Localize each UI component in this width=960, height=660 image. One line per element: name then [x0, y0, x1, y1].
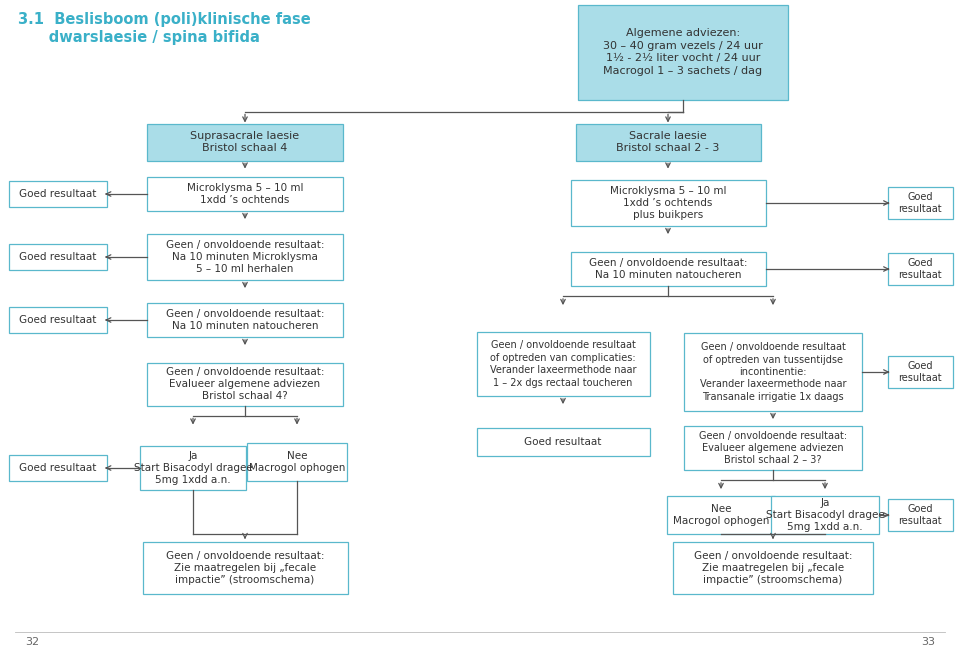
Text: Goed resultaat: Goed resultaat — [19, 252, 97, 262]
FancyBboxPatch shape — [887, 356, 952, 388]
FancyBboxPatch shape — [9, 244, 107, 270]
FancyBboxPatch shape — [887, 499, 952, 531]
Text: Goed
resultaat: Goed resultaat — [899, 504, 942, 526]
FancyBboxPatch shape — [147, 234, 343, 280]
FancyBboxPatch shape — [476, 332, 650, 396]
Text: Geen / onvoldoende resultaat:
Na 10 minuten natoucheren: Geen / onvoldoende resultaat: Na 10 minu… — [166, 309, 324, 331]
FancyBboxPatch shape — [673, 542, 873, 594]
FancyBboxPatch shape — [771, 496, 879, 534]
Text: Geen / onvoldoende resultaat
of optreden van complicaties:
Verander laxeermethod: Geen / onvoldoende resultaat of optreden… — [490, 341, 636, 387]
FancyBboxPatch shape — [247, 443, 347, 481]
Text: Sacrale laesie
Bristol schaal 2 - 3: Sacrale laesie Bristol schaal 2 - 3 — [616, 131, 720, 153]
Text: Suprasacrale laesie
Bristol schaal 4: Suprasacrale laesie Bristol schaal 4 — [190, 131, 300, 153]
Text: Ja
Start Bisacodyl dragee
5mg 1xdd a.n.: Ja Start Bisacodyl dragee 5mg 1xdd a.n. — [133, 451, 252, 485]
Text: Ja
Start Bisacodyl dragee
5mg 1xdd a.n.: Ja Start Bisacodyl dragee 5mg 1xdd a.n. — [766, 498, 884, 533]
Text: Goed
resultaat: Goed resultaat — [899, 192, 942, 214]
Text: Goed resultaat: Goed resultaat — [19, 315, 97, 325]
Text: Geen / onvoldoende resultaat:
Evalueer algemene adviezen
Bristol schaal 4?: Geen / onvoldoende resultaat: Evalueer a… — [166, 366, 324, 401]
FancyBboxPatch shape — [147, 303, 343, 337]
Text: Geen / onvoldoende resultaat:
Zie maatregelen bij „fecale
impactie” (stroomschem: Geen / onvoldoende resultaat: Zie maatre… — [166, 550, 324, 585]
Text: Microklysma 5 – 10 ml
1xdd ’s ochtends
plus buikpers: Microklysma 5 – 10 ml 1xdd ’s ochtends p… — [610, 185, 727, 220]
FancyBboxPatch shape — [140, 446, 246, 490]
FancyBboxPatch shape — [887, 253, 952, 285]
Text: Microklysma 5 – 10 ml
1xdd ’s ochtends: Microklysma 5 – 10 ml 1xdd ’s ochtends — [187, 183, 303, 205]
Text: Goed resultaat: Goed resultaat — [19, 463, 97, 473]
Text: Geen / onvoldoende resultaat:
Na 10 minuten natoucheren: Geen / onvoldoende resultaat: Na 10 minu… — [588, 258, 747, 280]
FancyBboxPatch shape — [578, 5, 788, 100]
FancyBboxPatch shape — [667, 496, 775, 534]
FancyBboxPatch shape — [887, 187, 952, 219]
FancyBboxPatch shape — [9, 307, 107, 333]
FancyBboxPatch shape — [147, 177, 343, 211]
Text: 33: 33 — [921, 637, 935, 647]
FancyBboxPatch shape — [575, 123, 760, 160]
FancyBboxPatch shape — [9, 181, 107, 207]
Text: 3.1  Beslisboom (poli)klinische fase: 3.1 Beslisboom (poli)klinische fase — [18, 12, 311, 27]
Text: Algemene adviezen:
30 – 40 gram vezels / 24 uur
1½ - 2½ liter vocht / 24 uur
Mac: Algemene adviezen: 30 – 40 gram vezels /… — [603, 28, 763, 76]
FancyBboxPatch shape — [570, 180, 765, 226]
Text: Goed
resultaat: Goed resultaat — [899, 361, 942, 383]
FancyBboxPatch shape — [9, 455, 107, 481]
Text: Goed resultaat: Goed resultaat — [19, 189, 97, 199]
Text: Geen / onvoldoende resultaat:
Evalueer algemene adviezen
Bristol schaal 2 – 3?: Geen / onvoldoende resultaat: Evalueer a… — [699, 430, 847, 465]
FancyBboxPatch shape — [142, 542, 348, 594]
FancyBboxPatch shape — [570, 252, 765, 286]
Text: Geen / onvoldoende resultaat:
Na 10 minuten Microklysma
5 – 10 ml herhalen: Geen / onvoldoende resultaat: Na 10 minu… — [166, 240, 324, 275]
Text: Geen / onvoldoende resultaat:
Zie maatregelen bij „fecale
impactie” (stroomschem: Geen / onvoldoende resultaat: Zie maatre… — [694, 550, 852, 585]
FancyBboxPatch shape — [684, 426, 862, 470]
Text: Goed resultaat: Goed resultaat — [524, 437, 602, 447]
Text: 32: 32 — [25, 637, 39, 647]
FancyBboxPatch shape — [147, 362, 343, 405]
Text: Geen / onvoldoende resultaat
of optreden van tussentijdse
incontinentie:
Verande: Geen / onvoldoende resultaat of optreden… — [700, 342, 847, 402]
FancyBboxPatch shape — [476, 428, 650, 456]
Text: Nee
Macrogol ophogen: Nee Macrogol ophogen — [673, 504, 769, 526]
Text: Goed
resultaat: Goed resultaat — [899, 258, 942, 280]
Text: Nee
Macrogol ophogen: Nee Macrogol ophogen — [249, 451, 346, 473]
FancyBboxPatch shape — [684, 333, 862, 411]
FancyBboxPatch shape — [147, 123, 343, 160]
Text: dwarslaesie / spina bifida: dwarslaesie / spina bifida — [18, 30, 260, 45]
